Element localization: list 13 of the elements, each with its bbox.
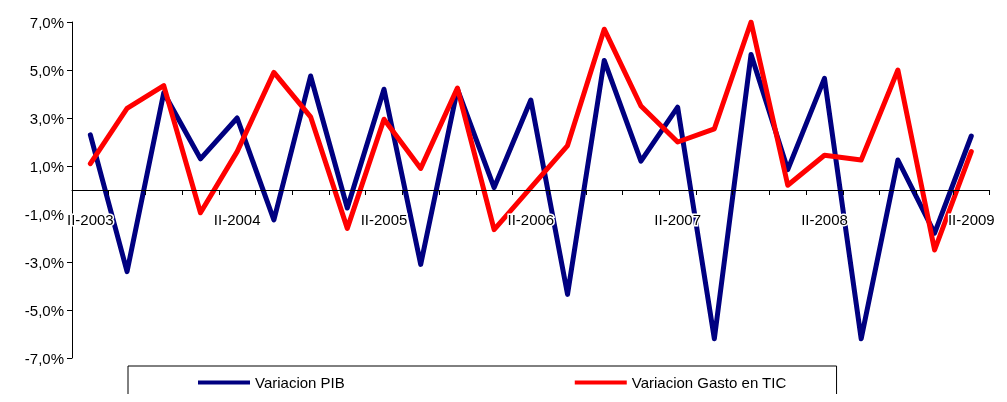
y-tick-label: -3,0% [24, 253, 64, 271]
y-tick-label: 1,0% [29, 157, 64, 175]
y-tick-label: 5,0% [29, 61, 64, 79]
x-tick-label: II-2004 [213, 211, 261, 228]
y-tick-label: -7,0% [24, 349, 64, 367]
legend-label: Variacion PIB [255, 374, 345, 391]
y-tick-label: -5,0% [24, 301, 64, 319]
x-tick-label: II-2009 [947, 211, 995, 228]
x-tick-label: II-2005 [360, 211, 408, 228]
legend-label: Variacion Gasto en TIC [631, 374, 787, 391]
y-tick-label: 7,0% [29, 13, 64, 31]
y-tick-label: -1,0% [24, 205, 64, 223]
y-tick-label: 3,0% [29, 109, 64, 127]
